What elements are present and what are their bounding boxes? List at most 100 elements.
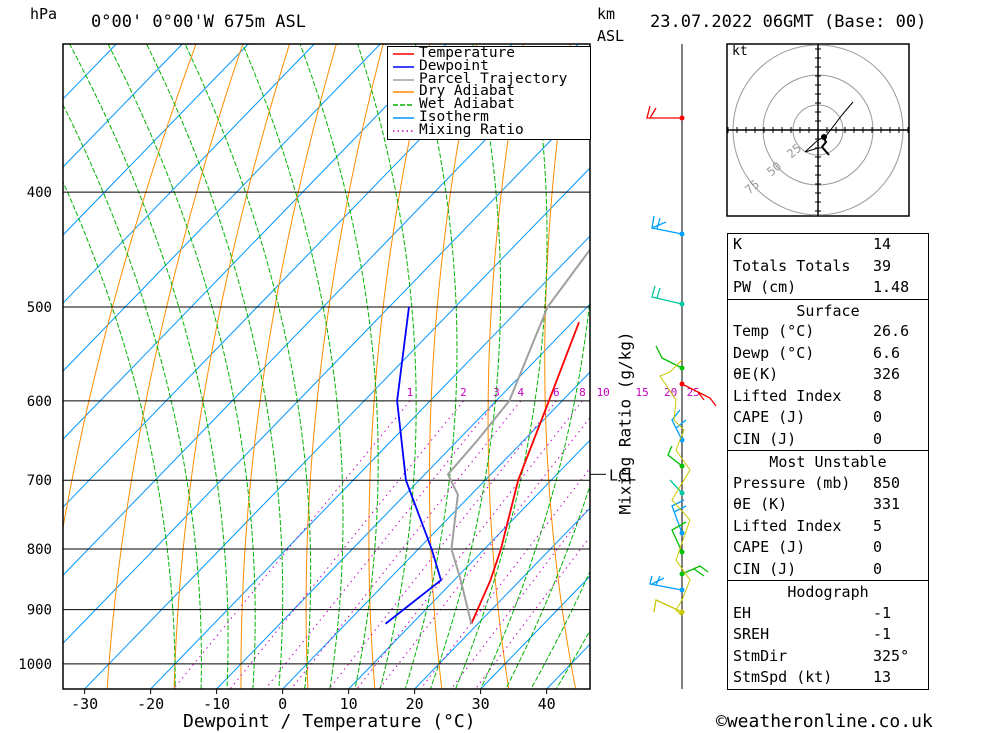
mixing-ratio-line	[229, 400, 464, 689]
index-value: 39	[873, 256, 892, 275]
indices-table: K 14 Totals Totals 39 PW (cm) 1.48 Surface Temp…	[727, 233, 929, 690]
mixing-ratio-tick-label: 8	[579, 386, 586, 399]
legend-label: Mixing Ratio	[419, 121, 524, 138]
legend: Temperature Dewpoint Parcel Trajectory Dry …	[387, 45, 591, 140]
legend-item: Isotherm	[392, 109, 590, 125]
wind-barb-dot	[679, 609, 685, 615]
index-row: CAPE (J) 0	[728, 537, 928, 559]
index-value: 0	[873, 408, 883, 426]
x-tick-label: -10	[203, 695, 230, 713]
index-row: CIN (J) 0	[728, 559, 928, 581]
wind-barb	[681, 383, 717, 407]
wind-barb	[651, 215, 683, 235]
mixing-ratio-line	[475, 535, 590, 689]
isotherm-line	[63, 44, 315, 304]
legend-swatch	[393, 66, 414, 68]
index-row: EH -1	[728, 603, 928, 625]
x-tick-label: 20	[406, 695, 424, 713]
wind-barb	[671, 521, 687, 553]
pressure-tick-label: 900	[27, 603, 52, 619]
x-tick-label: 40	[538, 695, 556, 713]
index-key: Dewp (°C)	[733, 343, 815, 362]
wind-barb-dot	[679, 365, 685, 371]
legend-swatch	[393, 130, 414, 132]
pressure-tick-label: 800	[27, 542, 52, 558]
wet-adiabat-line	[242, 44, 344, 689]
legend-label: Dewpoint	[419, 57, 489, 74]
isotherm-line	[63, 99, 590, 644]
legend-label: Dry Adiabat	[419, 83, 516, 100]
asl-unit: ASL	[597, 27, 625, 45]
index-row: K 14	[728, 234, 928, 256]
index-row: Pressure (mb) 850	[728, 473, 928, 495]
mixing-ratio-tick-label: 6	[553, 386, 560, 399]
site-name: weatheronline.co.uk	[726, 711, 933, 732]
wind-barb-dot	[679, 549, 685, 555]
index-key: θE (K)	[733, 495, 788, 513]
index-row: StmDir 325°	[728, 646, 928, 668]
wind-barb-dot	[679, 587, 685, 593]
index-key: StmDir	[733, 646, 788, 665]
wind-barb	[669, 479, 683, 494]
index-value: 26.6	[873, 322, 910, 340]
wind-barb-dot	[679, 381, 685, 387]
location-title: 0°00' 0°00'W 675m ASL	[91, 12, 306, 32]
index-row: θE (K) 331	[728, 494, 928, 516]
profile-parcel-trajectory	[446, 248, 590, 624]
legend-item: Mixing Ratio	[392, 121, 590, 138]
legend-label: Wet Adiabat	[419, 96, 516, 113]
copyright-footer: ©weatheronline.co.uk	[716, 711, 933, 732]
dry-adiabat-line	[173, 44, 291, 689]
mixing-ratio-line	[450, 505, 590, 689]
index-section-title: Surface	[728, 298, 928, 322]
wet-adiabat-line	[145, 44, 284, 689]
x-tick-label: 30	[472, 695, 490, 713]
legend-item: Dewpoint	[392, 57, 590, 74]
mixing-ratio-axis-title: Mixing Ratio (g/kg)	[615, 331, 635, 515]
isotherm-line	[63, 44, 183, 168]
mixing-ratio-tick-label: 25	[687, 386, 700, 399]
wet-adiabat-line	[555, 629, 590, 689]
mixing-ratio-line	[356, 400, 583, 689]
index-row: Lifted Index 5	[728, 516, 928, 538]
index-row: Lifted Index 8	[728, 386, 928, 408]
mixing-ratio-tick-label: 3	[493, 386, 500, 399]
wind-barb-dot	[679, 463, 685, 469]
dry-adiabat-line	[653, 0, 716, 713]
index-section-title: Hodograph	[728, 580, 928, 603]
index-value: -1	[873, 625, 892, 643]
index-row: StmSpd (kt) 13	[728, 667, 928, 689]
index-value: 331	[873, 495, 901, 513]
index-key: Lifted Index	[733, 516, 842, 535]
legend-item: Wet Adiabat	[392, 96, 590, 113]
index-value: 6.6	[873, 343, 901, 362]
copyright-symbol: ©	[716, 711, 727, 732]
dry-adiabat-line	[987, 0, 1000, 713]
index-key: SREH	[733, 625, 770, 643]
wet-adiabat-line	[63, 103, 202, 689]
legend-label: Parcel Trajectory	[419, 70, 568, 87]
index-key: CAPE (J)	[733, 408, 806, 426]
index-key: CIN (J)	[733, 429, 797, 448]
mixing-ratio-tick-label: 4	[517, 386, 524, 399]
index-row: PW (cm) 1.48	[728, 277, 928, 299]
pressure-tick-label: 600	[27, 394, 52, 410]
index-key: Lifted Index	[733, 386, 842, 405]
wind-barb	[671, 409, 687, 441]
isotherm-line	[63, 44, 579, 576]
isotherm-line	[281, 371, 590, 689]
index-key: PW (cm)	[733, 278, 797, 296]
datetime-title: 23.07.2022 06GMT (Base: 00)	[650, 12, 927, 32]
index-value: -1	[873, 603, 892, 622]
index-value: 0	[873, 559, 883, 578]
mixing-ratio-tick-label: 2	[460, 386, 467, 399]
wind-barb	[655, 345, 683, 369]
hpa-axis-unit: hPa	[30, 5, 58, 23]
wind-barb-dot	[679, 231, 685, 237]
index-value: 850	[873, 473, 901, 492]
index-key: CAPE (J)	[733, 538, 806, 556]
wet-adiabat-line	[299, 44, 379, 689]
hodograph-unit: kt	[732, 44, 748, 59]
legend-swatch	[393, 91, 414, 94]
